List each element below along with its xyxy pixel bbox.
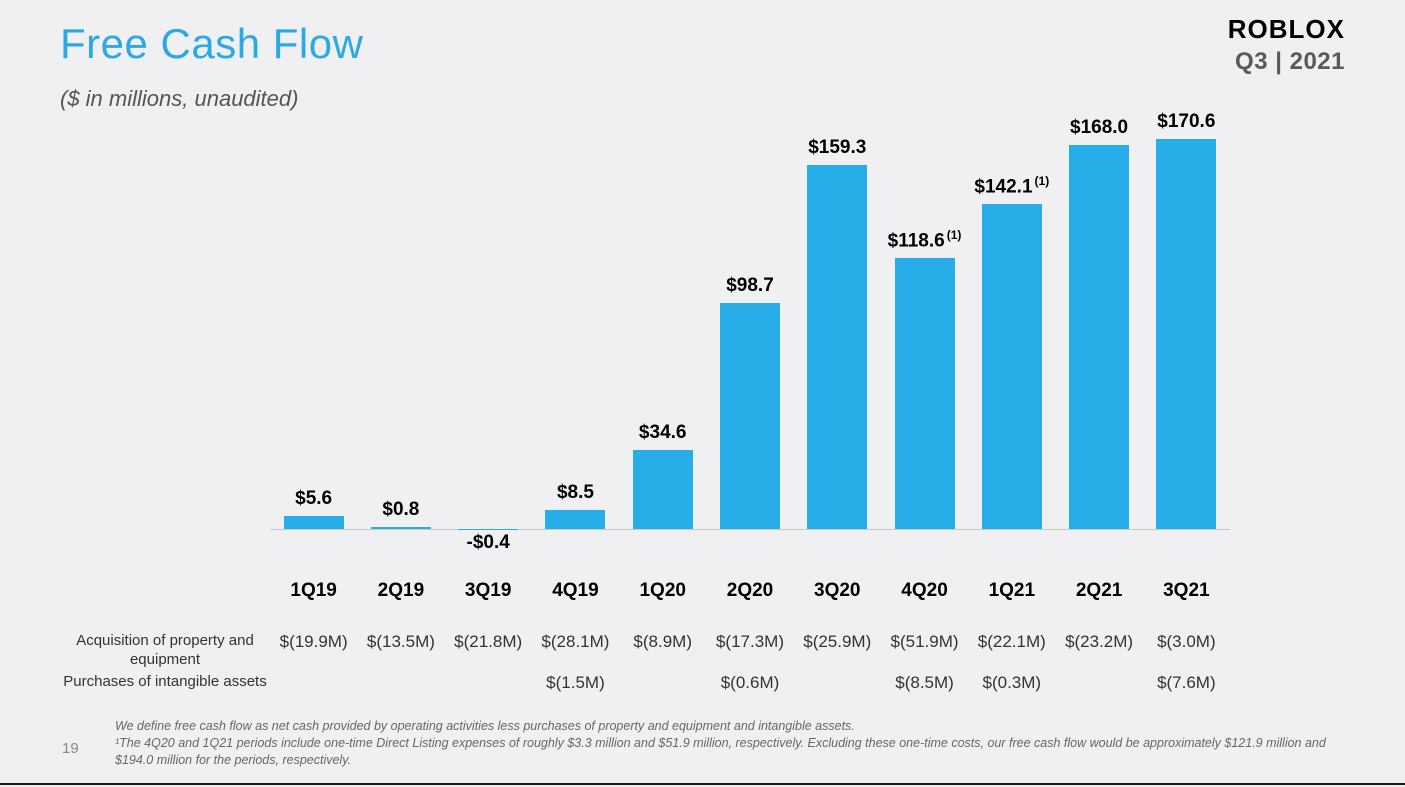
- bar-zone: $0.8: [357, 130, 444, 530]
- row-cell-acquisition: $(8.9M): [619, 632, 706, 652]
- company-logo: ROBLOX: [1228, 14, 1345, 45]
- row-cell-intangible: $(0.6M): [706, 673, 793, 693]
- bar-value-note: (1): [947, 228, 962, 242]
- bar-zone: $98.7: [706, 130, 793, 530]
- row-cell-acquisition: $(23.2M): [1055, 632, 1142, 652]
- chart-column: $142.1(1) 1Q21 $(22.1M) $(0.3M): [968, 120, 1055, 692]
- chart-column: $34.6 1Q20 $(8.9M): [619, 120, 706, 692]
- bar-value-label: $170.6: [1157, 111, 1215, 133]
- bar: [807, 165, 867, 529]
- category-label: 2Q21: [1055, 580, 1142, 602]
- category-label: 3Q19: [445, 580, 532, 602]
- slide-root: Free Cash Flow ($ in millions, unaudited…: [0, 0, 1405, 787]
- row-cell-acquisition: $(28.1M): [532, 632, 619, 652]
- slide-title: Free Cash Flow: [60, 20, 1345, 68]
- bar: [720, 303, 780, 529]
- chart-column: $0.8 2Q19 $(13.5M): [357, 120, 444, 692]
- page-number: 19: [62, 740, 79, 757]
- category-label: 4Q20: [881, 580, 968, 602]
- row-cell-acquisition: $(19.9M): [270, 632, 357, 652]
- chart-column: $8.5 4Q19 $(28.1M) $(1.5M): [532, 120, 619, 692]
- chart-column: $168.0 2Q21 $(23.2M): [1055, 120, 1142, 692]
- bar-zone: $170.6: [1143, 130, 1230, 530]
- row-cell-intangible: $(7.6M): [1143, 673, 1230, 693]
- bar-zone: $34.6: [619, 130, 706, 530]
- bar: [895, 258, 955, 529]
- bar-value-label: $168.0: [1070, 117, 1128, 139]
- category-label: 1Q20: [619, 580, 706, 602]
- row-cell-acquisition: $(3.0M): [1143, 632, 1230, 652]
- category-label: 3Q20: [794, 580, 881, 602]
- bar: [633, 450, 693, 529]
- footnote-line-2: ¹The 4Q20 and 1Q21 periods include one-t…: [115, 735, 1345, 769]
- chart-column: $5.6 1Q19 $(19.9M): [270, 120, 357, 692]
- bottom-divider: [0, 783, 1405, 785]
- category-label: 2Q20: [706, 580, 793, 602]
- chart-column: $118.6(1) 4Q20 $(51.9M) $(8.5M): [881, 120, 968, 692]
- row-cell-acquisition: $(13.5M): [357, 632, 444, 652]
- row-cell-acquisition: $(17.3M): [706, 632, 793, 652]
- row-cell-acquisition: $(22.1M): [968, 632, 1055, 652]
- bar-zone: -$0.4: [445, 130, 532, 530]
- category-label: 1Q19: [270, 580, 357, 602]
- bar-value-label: $8.5: [557, 482, 594, 504]
- bar-value-label: $142.1(1): [974, 174, 1049, 198]
- row-label-acquisition: Acquisition of property and equipment: [60, 632, 270, 670]
- row-label-intangible: Purchases of intangible assets: [60, 673, 270, 692]
- chart-column: $98.7 2Q20 $(17.3M) $(0.6M): [706, 120, 793, 692]
- row-cell-acquisition: $(51.9M): [881, 632, 968, 652]
- slide-subtitle: ($ in millions, unaudited): [60, 86, 1345, 112]
- bar-grid: $5.6 1Q19 $(19.9M) $0.8 2Q19 $(13.5M) -$0.4 3Q1…: [270, 120, 1230, 692]
- bar-value-note: (1): [1035, 174, 1050, 188]
- bar: [1156, 139, 1216, 529]
- row-cell-acquisition: $(21.8M): [445, 632, 532, 652]
- chart-area: Acquisition of property and equipment Pu…: [60, 120, 1345, 692]
- bar: [458, 529, 518, 530]
- footnotes: We define free cash flow as net cash pro…: [115, 718, 1345, 769]
- bar: [545, 510, 605, 529]
- row-cell-intangible: $(8.5M): [881, 673, 968, 693]
- reporting-period: Q3 | 2021: [1235, 48, 1345, 76]
- bar-zone: $8.5: [532, 130, 619, 530]
- category-label: 1Q21: [968, 580, 1055, 602]
- chart-column: $170.6 3Q21 $(3.0M) $(7.6M): [1143, 120, 1230, 692]
- bar: [982, 204, 1042, 529]
- bar-value-label: $0.8: [382, 499, 419, 521]
- row-cell-intangible: $(1.5M): [532, 673, 619, 693]
- bar: [371, 527, 431, 529]
- bar-zone: $159.3: [794, 130, 881, 530]
- bar-zone: $142.1(1): [968, 130, 1055, 530]
- category-label: 4Q19: [532, 580, 619, 602]
- row-cell-acquisition: $(25.9M): [794, 632, 881, 652]
- category-label: 3Q21: [1143, 580, 1230, 602]
- bar-zone: $168.0: [1055, 130, 1142, 530]
- bar-zone: $5.6: [270, 130, 357, 530]
- bar-value-label: $34.6: [639, 422, 687, 444]
- row-cell-intangible: $(0.3M): [968, 673, 1055, 693]
- bar: [284, 516, 344, 529]
- bar-value-label: -$0.4: [467, 532, 510, 554]
- category-label: 2Q19: [357, 580, 444, 602]
- bar-value-label: $118.6(1): [888, 228, 962, 252]
- bar-value-label: $159.3: [808, 137, 866, 159]
- bar-value-label: $5.6: [295, 488, 332, 510]
- bar: [1069, 145, 1129, 529]
- bar-zone: $118.6(1): [881, 130, 968, 530]
- chart-column: $159.3 3Q20 $(25.9M): [794, 120, 881, 692]
- chart-column: -$0.4 3Q19 $(21.8M): [445, 120, 532, 692]
- bar-value-label: $98.7: [726, 275, 774, 297]
- footnote-line-1: We define free cash flow as net cash pro…: [115, 718, 1345, 735]
